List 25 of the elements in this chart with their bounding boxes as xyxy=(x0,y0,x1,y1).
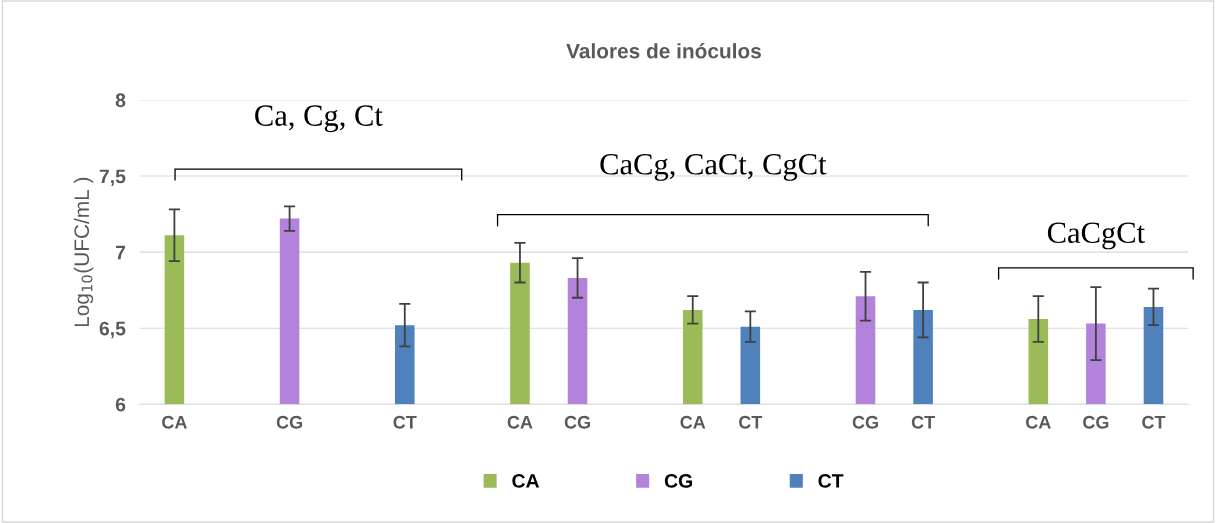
y-tick-label: 7,5 xyxy=(99,169,126,187)
annotation: CaCgCt xyxy=(1047,222,1145,250)
annotation: CaCg, CaCt, CgCt xyxy=(600,154,827,181)
x-tick-label: CG xyxy=(276,415,302,429)
y-tick-label: 6,5 xyxy=(99,321,126,339)
x-tick-label: CT xyxy=(911,415,935,429)
x-tick-label: CA xyxy=(162,415,187,429)
x-tick-label: CG xyxy=(564,415,590,429)
legend-label: CG xyxy=(664,474,693,488)
x-tick-label: CA xyxy=(507,415,533,429)
x-tick-label: CG xyxy=(1083,415,1109,429)
x-tick-label: CG xyxy=(852,415,878,429)
x-tick-label: CT xyxy=(393,415,417,429)
x-tick-label: CA xyxy=(1025,415,1051,429)
x-tick-label: CT xyxy=(1142,415,1166,429)
y-axis-title: Log$_{10}$(UFC/mL ) xyxy=(73,177,94,327)
legend-label: CT xyxy=(818,474,844,488)
y-tick-label: 7 xyxy=(115,245,126,260)
chart-title: Valores de inóculos xyxy=(566,42,761,59)
x-tick-label: CT xyxy=(739,415,763,429)
legend-label: CA xyxy=(512,474,540,488)
y-tick-label: 6 xyxy=(115,397,126,412)
annotation: Ca, Cg, Ct xyxy=(255,105,383,133)
y-tick-label: 8 xyxy=(115,93,126,108)
x-tick-label: CA xyxy=(680,415,706,429)
